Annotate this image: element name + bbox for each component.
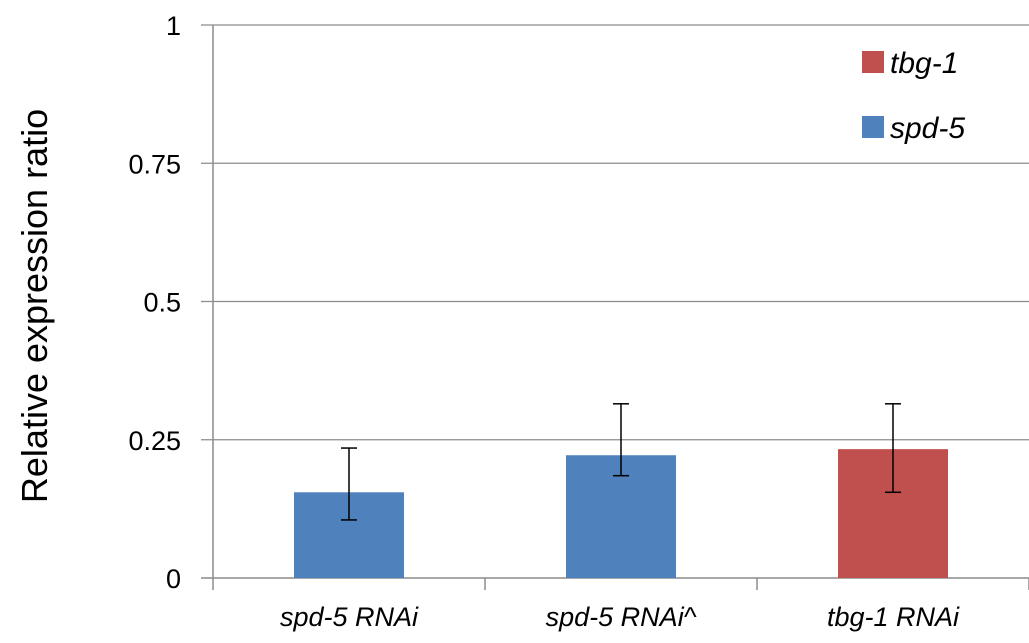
x-category-label-1: spd-5 RNAi^ [546, 602, 697, 632]
gridlines [201, 24, 1029, 441]
x-category-label-2: tbg-1 RNAi [827, 602, 960, 632]
y-tick-label-3: 0.75 [128, 149, 181, 179]
error-bars [341, 403, 901, 521]
x-category-label-0: spd-5 RNAi [280, 602, 419, 632]
legend-swatch-1 [862, 116, 884, 138]
legend-swatch-0 [862, 51, 884, 73]
y-tick-label-1: 0.25 [128, 426, 181, 456]
y-axis-label: Relative expression ratio [14, 109, 55, 503]
legend: tbg-1 spd-5 [862, 47, 965, 145]
y-tick-label-4: 1 [166, 11, 181, 41]
y-tick-label-2: 0.5 [143, 288, 181, 318]
x-category-labels: spd-5 RNAi spd-5 RNAi^ tbg-1 RNAi [280, 602, 960, 632]
y-tick-label-0: 0 [166, 564, 181, 594]
y-tick-labels: 0 0.25 0.5 0.75 1 [128, 11, 181, 594]
legend-label-1: spd-5 [890, 112, 965, 145]
legend-label-0: tbg-1 [890, 47, 958, 80]
